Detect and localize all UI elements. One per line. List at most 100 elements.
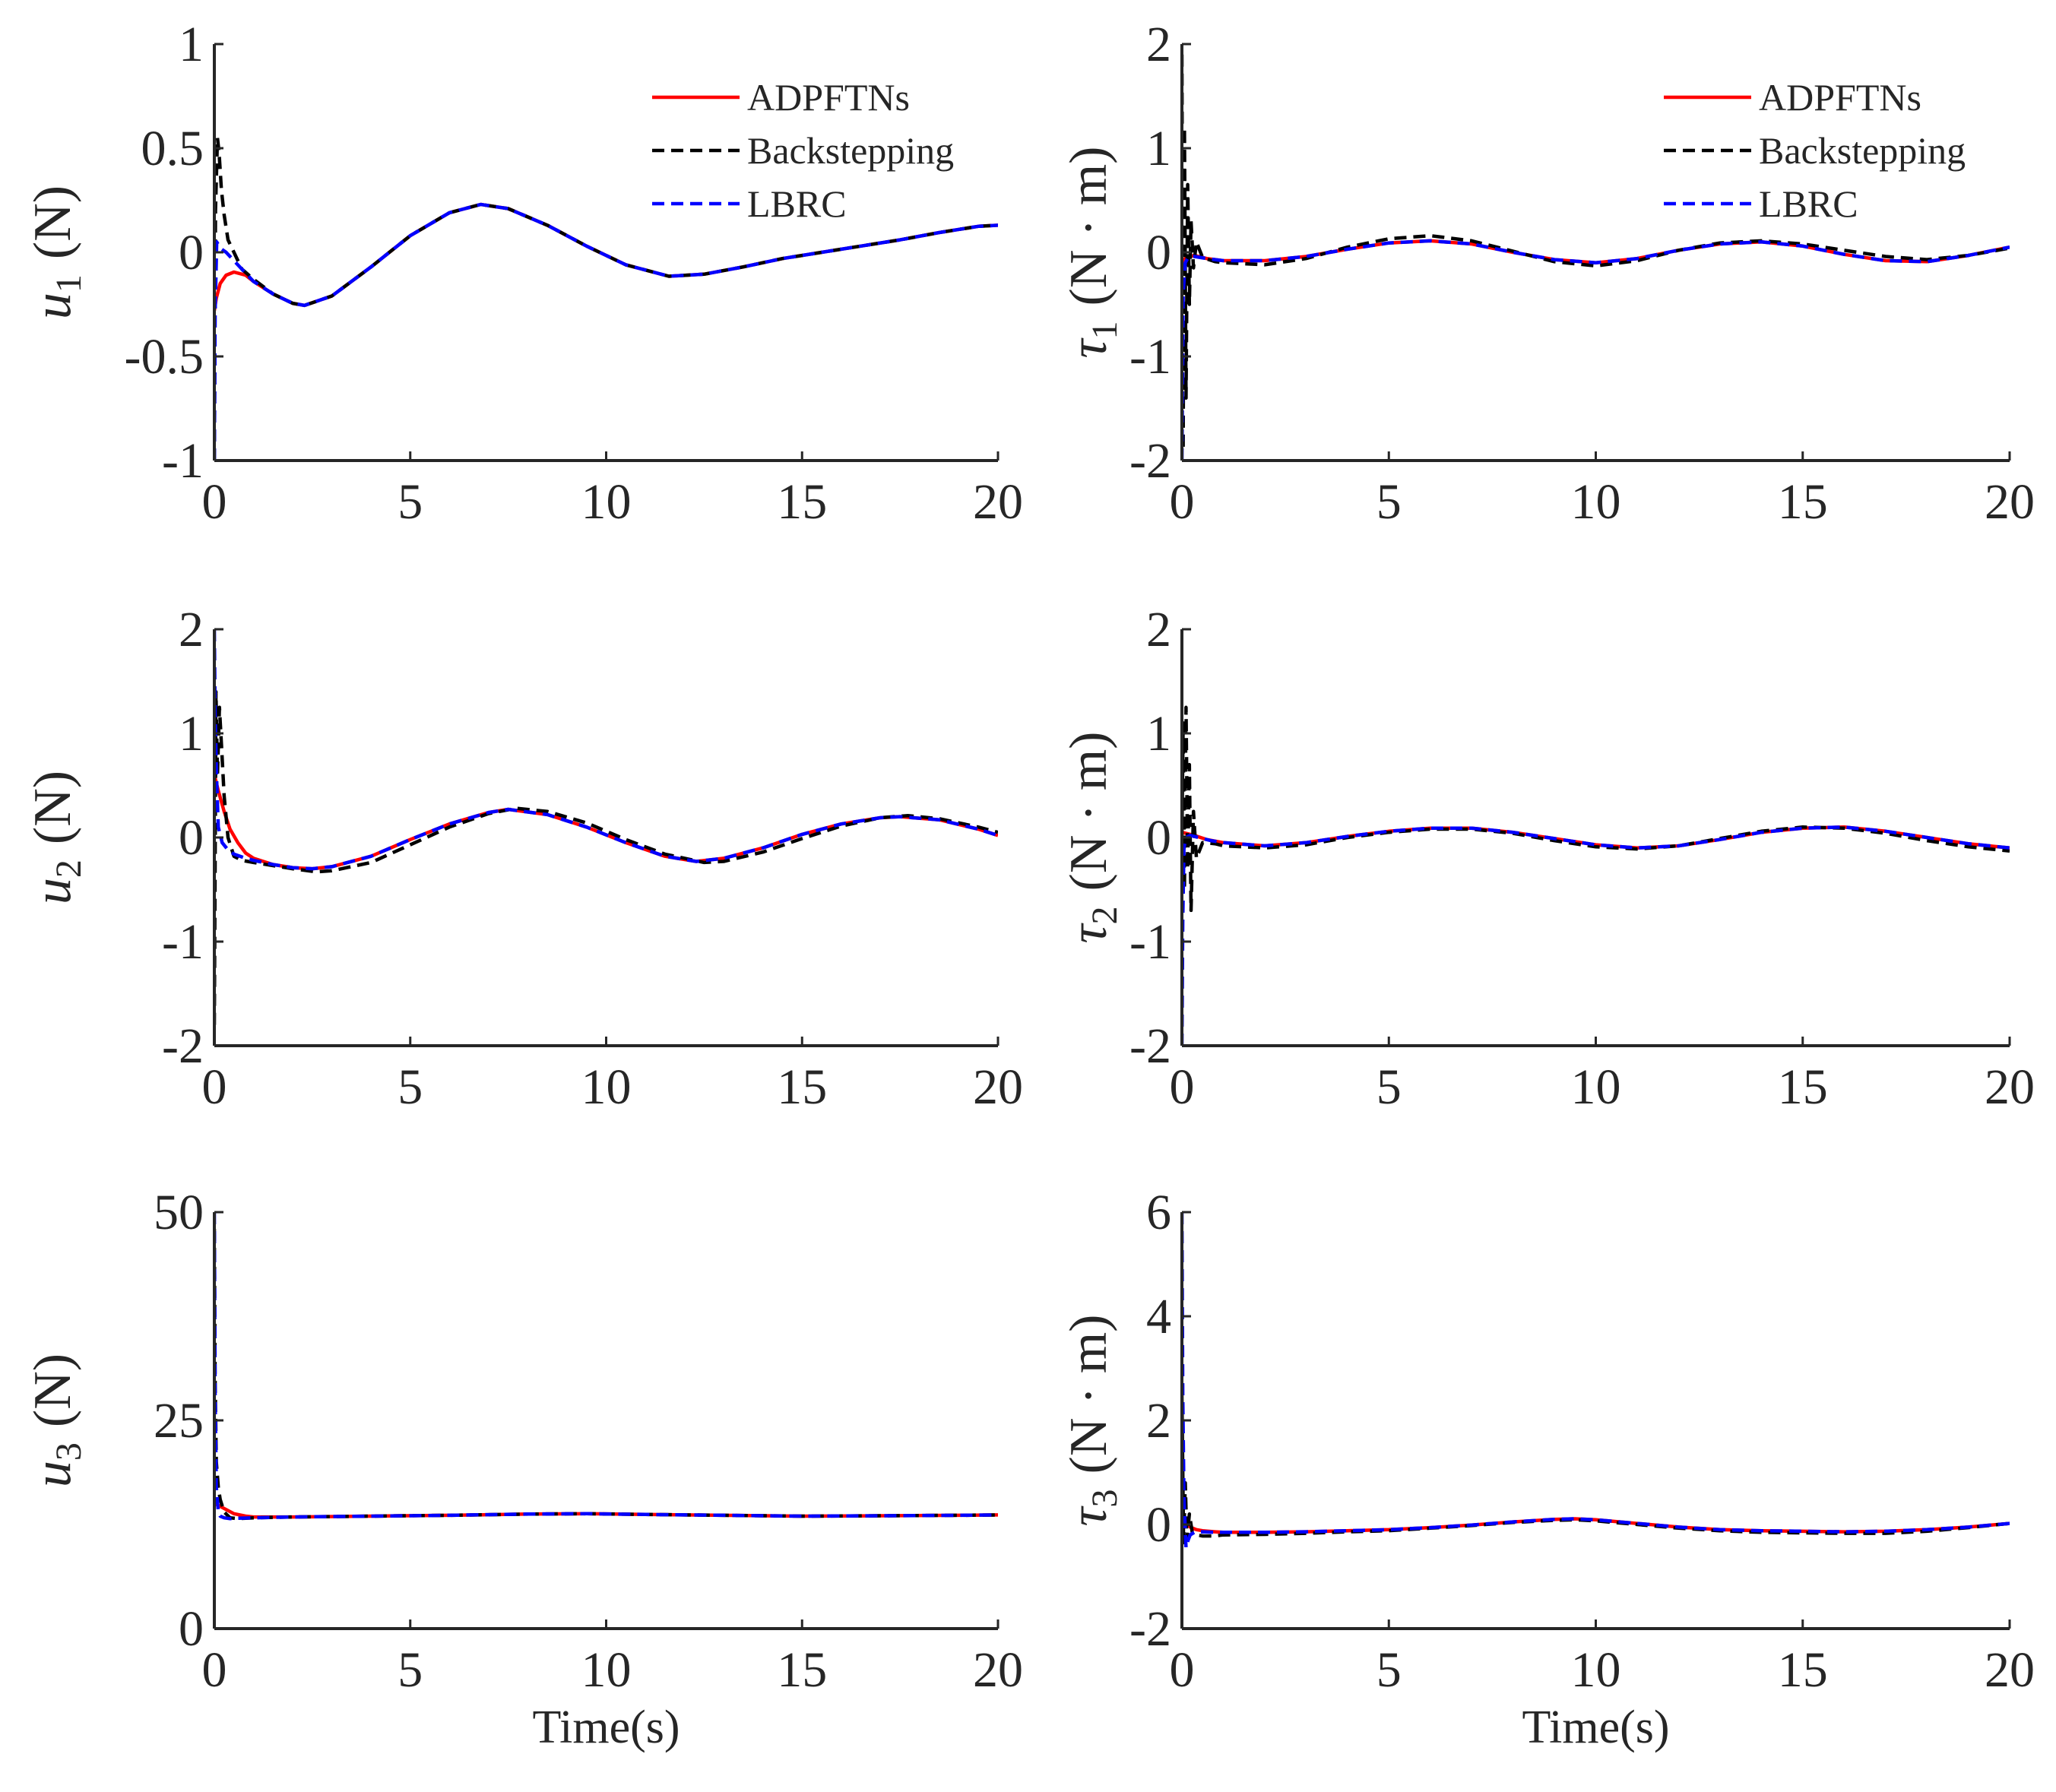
y-tick-label: 1: [179, 17, 204, 72]
x-tick-label: 0: [1170, 1059, 1195, 1115]
x-tick-label: 5: [1376, 474, 1402, 530]
x-tick-label: 20: [973, 1642, 1023, 1698]
y-tick-label: -1: [1129, 329, 1171, 385]
y-label-subscript: 2: [1085, 906, 1125, 924]
series-line-tau3-adpftns: [1182, 1508, 2010, 1534]
y-tick-label: 0: [179, 1601, 204, 1657]
y-label-variable: τ: [1060, 1505, 1118, 1527]
x-tick-label: 10: [1571, 1059, 1621, 1115]
y-label-variable: τ: [1060, 923, 1118, 944]
x-tick-label: 10: [1571, 1642, 1621, 1698]
series-line-tau3-lbrc: [1182, 1211, 2010, 1550]
series-line-tau1-lbrc: [1182, 239, 2010, 461]
y-label-variable: τ: [1060, 337, 1118, 359]
y-tick-label: 0: [1146, 810, 1171, 866]
y-tick-label: -1: [162, 914, 204, 970]
x-tick-label: 20: [973, 1059, 1023, 1115]
y-axis-label-u1: u1 (N): [24, 185, 89, 319]
x-tick-label: 10: [581, 1059, 632, 1115]
y-axis-label-u3: u3 (N): [24, 1353, 89, 1487]
series-line-tau2-backstepping: [1182, 705, 2010, 913]
y-label-variable: u: [24, 878, 82, 904]
series-line-tau2-lbrc: [1182, 825, 2010, 1046]
x-tick-label: 15: [777, 474, 827, 530]
y-label-subscript: 3: [1085, 1489, 1125, 1507]
x-tick-label: 15: [777, 1642, 827, 1698]
y-label-unit: (N): [24, 1353, 82, 1427]
x-tick-label: 5: [398, 474, 423, 530]
y-tick-label: 2: [1146, 1393, 1171, 1448]
series-line-u3-backstepping: [214, 1228, 998, 1521]
series-line-tau3-backstepping: [1182, 1394, 2010, 1547]
y-label-unit: (N · m): [1060, 1315, 1118, 1474]
y-tick-label: 2: [1146, 17, 1171, 72]
y-tick-label: 0.5: [141, 121, 204, 176]
x-tick-label: 15: [1778, 474, 1828, 530]
y-axis-label-tau2: τ2 (N · m): [1060, 732, 1125, 944]
y-label-unit: (N · m): [1060, 732, 1118, 891]
x-tick-label: 20: [1985, 474, 2035, 530]
series-line-u2-adpftns: [214, 774, 998, 871]
x-tick-label: 15: [1778, 1059, 1828, 1115]
y-tick-label: 2: [1146, 602, 1171, 657]
y-tick-label: -2: [1129, 1018, 1171, 1074]
x-tick-label: 0: [202, 474, 227, 530]
y-tick-label: -2: [1129, 1601, 1171, 1657]
series-line-tau1-backstepping: [1182, 54, 2010, 452]
series-line-u1-lbrc: [214, 202, 998, 461]
series-line-u2-lbrc: [214, 628, 998, 871]
legend-u1: ADPFTNs Backstepping LBRC: [652, 76, 954, 225]
y-label-unit: (N): [24, 771, 82, 844]
x-tick-label: 15: [1778, 1642, 1828, 1698]
y-tick-label: 0: [179, 225, 204, 280]
legend-label-backstepping: Backstepping: [1759, 129, 1966, 172]
y-axis-label-tau1: τ1 (N · m): [1060, 147, 1125, 359]
y-tick-label: 1: [1146, 121, 1171, 176]
y-label-unit: (N): [24, 185, 82, 259]
legend-label-lbrc: LBRC: [1759, 182, 1858, 225]
panel-u3: 0 5 10 15 20 0 25 50 u3 (N) Time(s): [24, 1185, 1023, 1753]
legend-label-adpftns: ADPFTNs: [1759, 76, 1921, 119]
series-line-u2-backstepping: [214, 689, 998, 1025]
x-tick-label: 0: [202, 1642, 227, 1698]
x-tick-label: 15: [777, 1059, 827, 1115]
legend-label-backstepping: Backstepping: [747, 129, 954, 172]
x-tick-label: 10: [581, 1642, 632, 1698]
y-label-subscript: 2: [49, 860, 89, 878]
x-tick-label: 0: [202, 1059, 227, 1115]
y-tick-label: 1: [179, 706, 204, 761]
x-tick-label: 5: [1376, 1059, 1402, 1115]
x-tick-label: 20: [1985, 1059, 2035, 1115]
y-tick-label: 0: [179, 810, 204, 866]
y-label-subscript: 1: [49, 274, 89, 293]
panel-u1: 0 5 10 15 20-1-0.500.51u1(N)ADPFTNsBackstepp…: [24, 17, 1023, 530]
y-axis-label-u2: u2 (N): [24, 771, 89, 904]
x-tick-label: 20: [1985, 1642, 2035, 1698]
x-tick-label: 5: [1376, 1642, 1402, 1698]
x-tick-label: 5: [398, 1059, 423, 1115]
y-axis-label-tau3: τ3 (N · m): [1060, 1315, 1125, 1527]
y-tick-label: -1: [162, 433, 204, 489]
y-tick-label: -2: [1129, 433, 1171, 489]
y-label-variable: u: [24, 1461, 82, 1487]
y-tick-label: 2: [179, 602, 204, 657]
y-tick-label: 4: [1146, 1289, 1171, 1344]
y-tick-label: -0.5: [125, 329, 204, 385]
y-tick-label: 25: [154, 1393, 204, 1448]
x-tick-label: 5: [398, 1642, 423, 1698]
legend-label-adpftns: ADPFTNs: [747, 76, 910, 119]
x-tick-label: 0: [1170, 1642, 1195, 1698]
y-label-subscript: 1: [1085, 321, 1125, 339]
y-tick-label: 0: [1146, 225, 1171, 280]
y-label-unit: (N · m): [1060, 147, 1118, 306]
x-tick-label: 10: [581, 474, 632, 530]
x-axis-label-tau3: Time(s): [1522, 1702, 1669, 1753]
series-line-u1-backstepping: [214, 136, 998, 461]
y-label-subscript: 3: [49, 1442, 89, 1461]
series-line-u3-lbrc: [214, 1211, 998, 1521]
y-tick-label: 1: [1146, 706, 1171, 761]
